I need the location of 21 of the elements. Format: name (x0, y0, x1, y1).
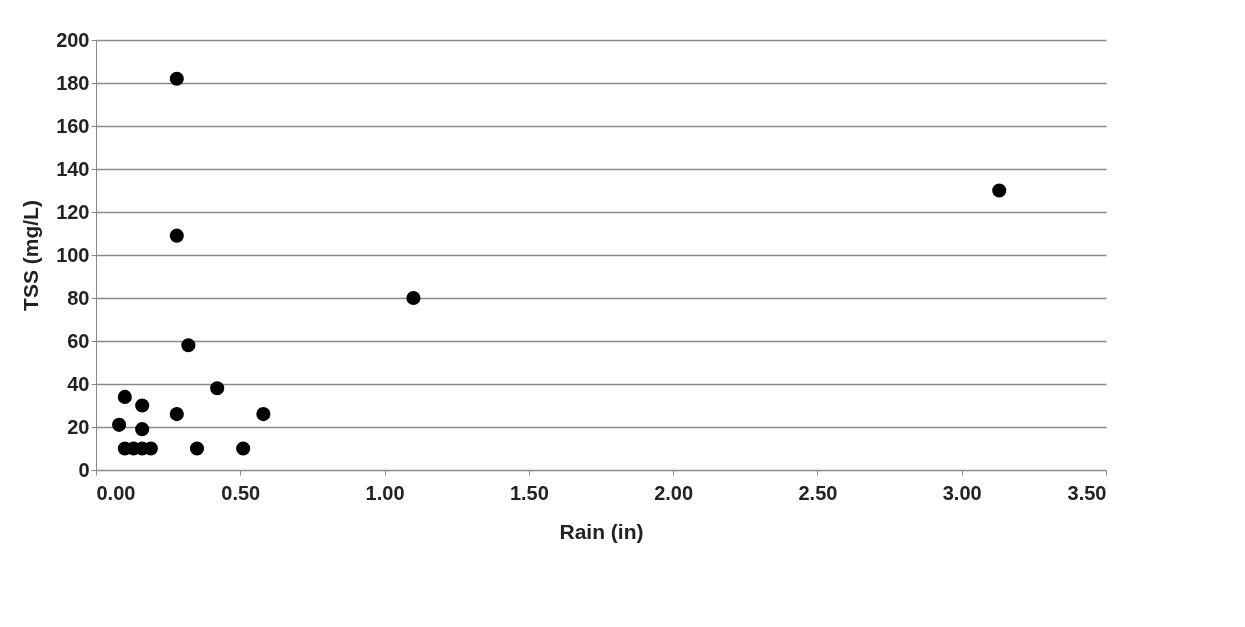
x-tick-label: 0.00 (96, 481, 136, 504)
x-tick-label: 3.50 (1067, 481, 1107, 504)
x-tick-label: 1.00 (365, 481, 405, 504)
y-tick-label: 0 (78, 458, 90, 481)
y-tick-label: 20 (67, 415, 90, 438)
y-tick-label: 200 (56, 28, 90, 51)
y-tick-label: 40 (67, 372, 90, 395)
x-tick-label: 0.50 (221, 481, 261, 504)
x-tick-label: 1.50 (509, 481, 549, 504)
x-axis-title: Rain (in) (559, 519, 644, 543)
y-tick-label: 160 (56, 114, 90, 137)
y-tick-label: 100 (56, 243, 90, 266)
x-tick-label: 2.50 (798, 481, 838, 504)
y-axis-title: TSS (mg/L) (19, 200, 43, 311)
y-tick-label: 120 (56, 200, 90, 223)
x-tick-label: 3.00 (942, 481, 982, 504)
x-tick-label: 2.00 (654, 481, 694, 504)
y-tick-label: 60 (67, 329, 90, 352)
y-tick-label: 180 (56, 71, 90, 94)
y-tick-label: 80 (67, 286, 90, 309)
y-tick-label: 140 (56, 157, 90, 180)
